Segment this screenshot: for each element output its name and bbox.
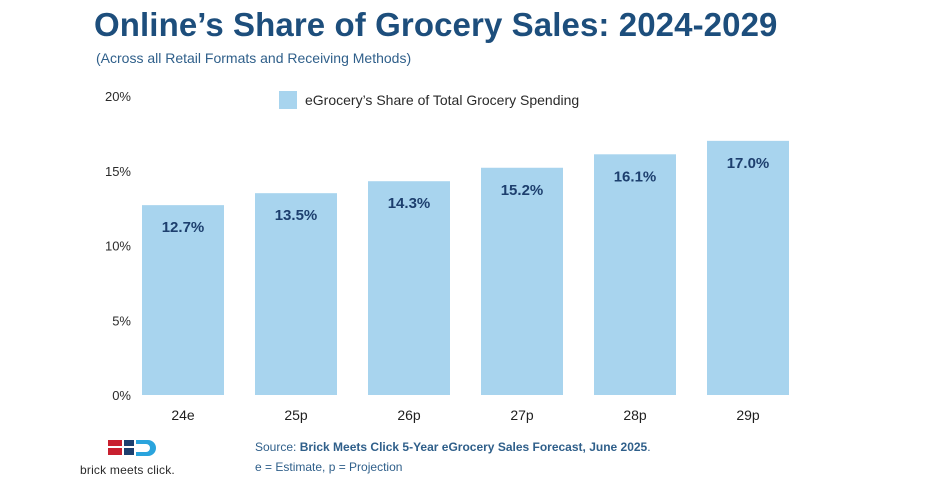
- data-label-24e: 12.7%: [162, 219, 205, 236]
- bar-25p: [255, 193, 337, 395]
- data-label-27p: 15.2%: [501, 182, 544, 199]
- logo-mark-icon: [108, 440, 156, 456]
- brick-meets-click-logo: brick meets click.: [80, 436, 200, 484]
- legend-swatch: [279, 91, 297, 109]
- bar-chart: 0%5%10%15%20% 12.7%13.5%14.3%15.2%16.1%1…: [105, 89, 789, 423]
- legend-label: eGrocery’s Share of Total Grocery Spendi…: [305, 92, 580, 108]
- data-label-29p: 17.0%: [727, 155, 770, 172]
- y-tick-label: 0%: [112, 388, 131, 403]
- y-tick-label: 15%: [105, 164, 131, 179]
- data-label-26p: 14.3%: [388, 195, 431, 212]
- source-text: Brick Meets Click 5-Year eGrocery Sales …: [299, 440, 648, 454]
- y-tick-label: 5%: [112, 313, 131, 328]
- bar-27p: [481, 167, 563, 395]
- logo-wordmark: brick meets click.: [80, 463, 175, 477]
- data-labels: 12.7% 13.5% 14.3% 15.2% 16.1% 17.0%: [162, 155, 770, 236]
- x-tick-label-24e: 24e: [171, 407, 195, 423]
- x-tick-label-29p: 29p: [736, 407, 760, 423]
- x-tick-label-26p: 26p: [397, 407, 421, 423]
- y-tick-label: 20%: [105, 89, 131, 104]
- data-label-25p: 13.5%: [275, 207, 318, 224]
- chart-title: Online’s Share of Grocery Sales: 2024-20…: [94, 6, 778, 43]
- x-tick-label-28p: 28p: [623, 407, 647, 423]
- x-tick-label-27p: 27p: [510, 407, 534, 423]
- source-suffix: .: [647, 440, 651, 454]
- bar-series: [142, 140, 789, 395]
- bar-24e: [142, 205, 224, 395]
- x-tick-label-25p: 25p: [284, 407, 308, 423]
- y-tick-label: 10%: [105, 239, 131, 254]
- chart-subtitle: (Across all Retail Formats and Receiving…: [96, 50, 412, 66]
- abbreviation-note: e = Estimate, p = Projection: [255, 460, 403, 474]
- source-citation: Source: Brick Meets Click 5-Year eGrocer…: [255, 440, 651, 454]
- source-prefix: Source:: [255, 440, 300, 454]
- x-axis-labels: 24e 25p 26p 27p 28p 29p: [171, 407, 760, 423]
- bar-28p: [594, 154, 676, 395]
- bar-26p: [368, 181, 450, 395]
- y-axis-ticks: 0% 5% 10% 15% 20%: [105, 89, 131, 403]
- legend: eGrocery’s Share of Total Grocery Spendi…: [279, 91, 579, 109]
- data-label-28p: 16.1%: [614, 168, 657, 185]
- bar-29p: [707, 140, 789, 395]
